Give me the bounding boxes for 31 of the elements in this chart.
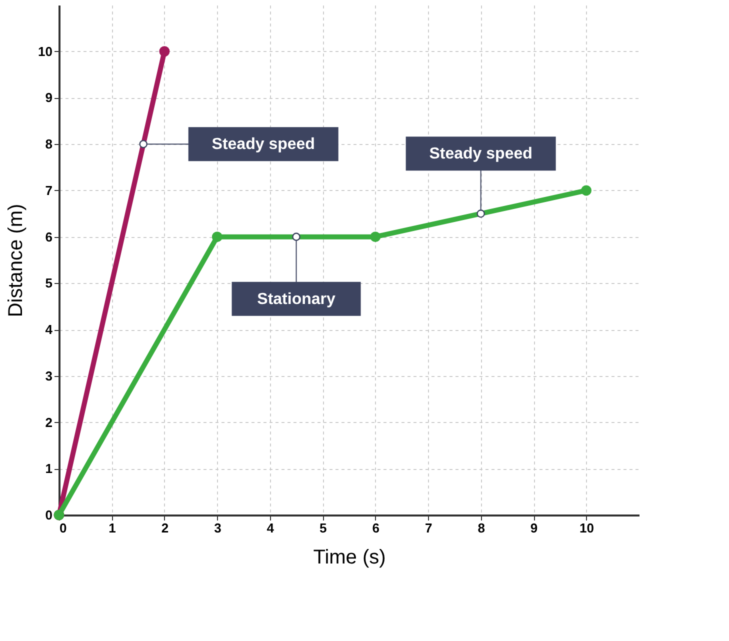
annotation: Stationary [257,290,336,308]
y-tick-label: 1 [45,461,52,476]
y-axis-title: Distance (m) [5,204,28,318]
annotation: Steady speed [429,146,532,163]
x-tick-label: 2 [161,520,169,536]
y-tick-label: 3 [45,368,52,384]
y-tick-label: 10 [38,44,52,59]
annotation: Steady speed [212,136,315,154]
y-tick-label: 8 [45,136,52,152]
x-tick-label: 0 [60,520,67,536]
y-tick-label: 7 [45,182,52,198]
y-tick-label: 2 [45,414,52,430]
x-tick-label: 4 [266,520,275,536]
y-tick-label: 6 [45,229,52,244]
x-tick-label: 1 [108,520,116,536]
x-tick-label: 10 [580,520,594,536]
x-tick-label: 3 [214,520,222,536]
y-tick-label: 4 [45,322,54,338]
x-tick-label: 8 [478,520,485,536]
x-tick-label: 6 [372,520,380,536]
x-tick-label: 9 [530,520,538,536]
point [370,232,381,242]
y-tick-label: 9 [45,90,52,106]
point [212,232,222,242]
point [581,185,592,196]
y-tick-label: 5 [45,276,52,291]
y-tick-label: 0 [45,508,52,522]
x-axis-title: Time (s) [313,546,386,568]
point [159,46,170,57]
x-tick-label: 5 [320,520,327,536]
x-tick-label: 7 [424,520,432,536]
